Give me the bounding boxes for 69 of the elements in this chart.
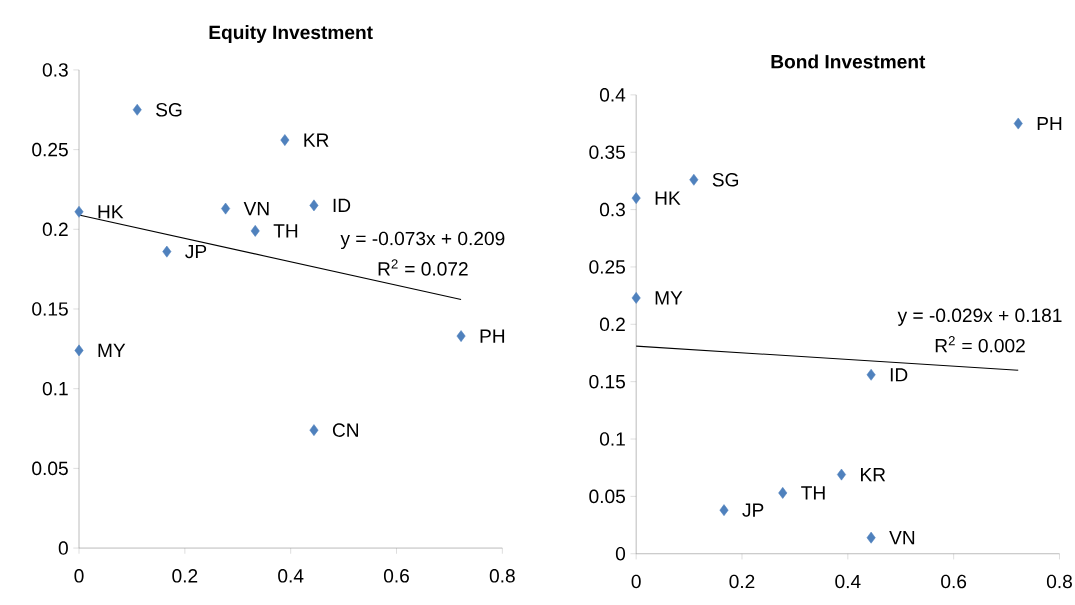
annotation: TH <box>273 224 298 238</box>
annotation: PH <box>480 329 505 343</box>
annotation: KR <box>861 468 886 482</box>
y-tick-label: 0.25 <box>589 260 625 274</box>
x-tick-label: 0.4 <box>278 569 304 583</box>
annotation: MY <box>98 343 126 358</box>
point <box>778 487 788 499</box>
x-tick-label: 0.4 <box>835 574 861 589</box>
y-tick-label: 0.05 <box>589 489 625 504</box>
y-tick-label: 0.35 <box>589 145 625 160</box>
y-tick-label: 0.1 <box>42 382 68 396</box>
point <box>866 369 876 381</box>
point <box>1013 117 1023 130</box>
y-tick-label: 0.4 <box>599 88 626 102</box>
annotation: ID <box>890 368 908 382</box>
x-tick-label: 0.6 <box>941 574 967 589</box>
annotation: CN <box>332 423 358 438</box>
annotation: SG <box>712 173 739 187</box>
x-tick-label: 0.8 <box>489 569 515 583</box>
annotation: KR <box>304 133 329 147</box>
point <box>719 504 729 517</box>
point <box>309 424 319 437</box>
x-tick-label: 0 <box>74 569 84 583</box>
y-tick-label: 0.2 <box>42 222 68 237</box>
chart-title: Equity Investment <box>209 25 373 44</box>
annotation: JP <box>185 245 207 259</box>
point <box>631 192 641 205</box>
point <box>250 225 260 237</box>
annotation: ID <box>333 198 351 213</box>
point <box>866 531 876 544</box>
y-tick-label: 0 <box>615 547 626 561</box>
point <box>74 206 84 218</box>
annotation: HK <box>98 205 124 219</box>
x-tick-label: 0 <box>631 574 641 589</box>
annotation: MY <box>655 291 683 305</box>
y-tick-label: 0.3 <box>599 202 625 217</box>
y-tick-label: 0.3 <box>42 63 68 77</box>
y-tick-label: 0.25 <box>32 142 68 157</box>
x-tick-label: 0.8 <box>1046 574 1072 589</box>
annotation: TH <box>801 486 825 500</box>
point <box>74 344 84 357</box>
y-tick-label: 0.15 <box>589 375 625 389</box>
annotation: JP <box>742 503 764 517</box>
y-tick-label: 0 <box>58 541 68 555</box>
x-tick-label: 0.6 <box>383 569 409 583</box>
x-tick-label: 0.2 <box>172 569 198 583</box>
annotation: PH <box>1037 117 1062 131</box>
annotation: R$^{2}$ = 0.002 <box>935 336 1025 353</box>
y-tick-label: 0.1 <box>599 432 625 446</box>
annotation: R$^{2}$ = 0.072 <box>378 259 468 276</box>
point <box>221 202 231 215</box>
x-tick-label: 0.2 <box>729 574 755 589</box>
point <box>631 292 641 304</box>
annotation: VN <box>889 531 915 545</box>
point <box>309 199 319 212</box>
point <box>132 104 142 116</box>
point <box>280 134 290 146</box>
annotation: y = -0.073x + 0.209 <box>340 231 505 250</box>
annotation: SG <box>156 103 182 117</box>
chart-title: Bond Investment <box>771 54 926 69</box>
y-tick-label: 0.15 <box>32 302 68 316</box>
y-tick-label: 0.2 <box>599 317 625 332</box>
y-tick-label: 0.05 <box>32 461 68 476</box>
point <box>162 245 172 258</box>
annotation: VN <box>243 202 269 216</box>
annotation: y = -0.029x + 0.181 <box>897 308 1062 327</box>
point <box>456 330 466 343</box>
point <box>689 174 699 186</box>
annotation: HK <box>655 191 681 205</box>
